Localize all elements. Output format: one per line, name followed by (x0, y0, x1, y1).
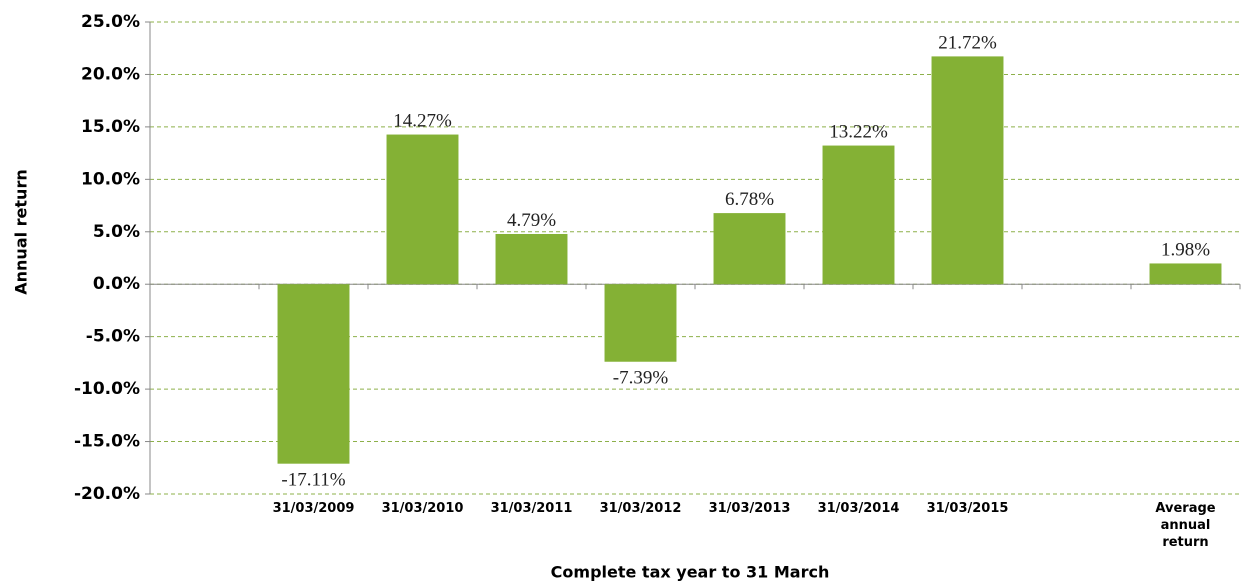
y-tick-label: 10.0% (81, 169, 140, 189)
x-tick-label: 31/03/2011 (490, 501, 573, 516)
bar (713, 213, 786, 285)
bar (495, 233, 568, 285)
data-label: 13.22% (829, 122, 888, 143)
data-label: 14.27% (393, 111, 452, 132)
x-tick-label: 31/03/2013 (708, 501, 791, 516)
x-tick-label: 31/03/2015 (926, 501, 1009, 516)
y-tick-label: 20.0% (81, 64, 140, 84)
x-tick-label: 31/03/2010 (381, 501, 464, 516)
y-tick-label: 15.0% (81, 117, 140, 137)
x-axis-title: Complete tax year to 31 March (551, 563, 830, 582)
bar (386, 134, 459, 285)
y-tick-label: 0.0% (93, 274, 140, 294)
data-label: 6.78% (725, 189, 774, 210)
y-tick-label: -10.0% (74, 379, 140, 399)
y-tick-label: 25.0% (81, 12, 140, 32)
y-tick-label: 5.0% (93, 222, 140, 242)
bar (604, 284, 677, 362)
bar (931, 56, 1004, 285)
bar (822, 145, 895, 285)
x-tick-label: 31/03/2009 (272, 501, 355, 516)
bar (277, 284, 350, 464)
x-tick-label: Average annual return (1155, 501, 1216, 550)
y-tick-label: -20.0% (74, 484, 140, 504)
data-label: 1.98% (1161, 239, 1210, 260)
y-tick-label: -15.0% (74, 432, 140, 452)
x-tick-label: 31/03/2014 (817, 501, 900, 516)
data-label: -7.39% (613, 368, 669, 389)
data-label: 21.72% (938, 32, 997, 53)
data-label: -17.11% (281, 470, 345, 491)
y-tick-label: -5.0% (86, 327, 140, 347)
y-axis-title: Annual return (12, 169, 31, 294)
x-tick-label: 31/03/2012 (599, 501, 682, 516)
bar (1149, 263, 1222, 285)
data-label: 4.79% (507, 210, 556, 231)
